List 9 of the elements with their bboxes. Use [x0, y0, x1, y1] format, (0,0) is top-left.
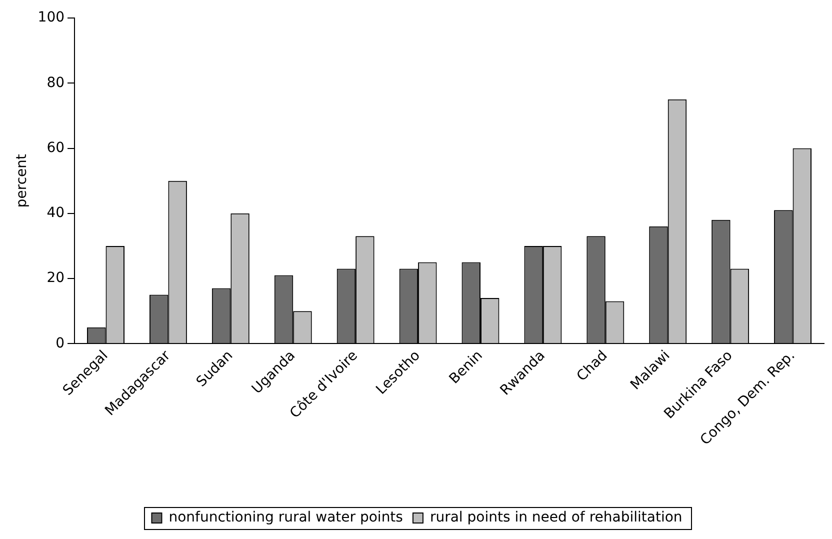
y-tick-label: 80 — [46, 74, 65, 91]
y-axis-title: percent — [14, 154, 30, 208]
y-tick-label: 60 — [46, 140, 65, 156]
legend-label: nonfunctioning rural water points — [168, 510, 403, 526]
y-tick-label: 0 — [56, 335, 65, 352]
y-tick-label: 100 — [38, 10, 65, 26]
y-tick-label: 40 — [46, 205, 65, 222]
y-tick-label: 20 — [46, 270, 65, 286]
legend-label: rural points in need of rehabilitation — [430, 510, 682, 526]
